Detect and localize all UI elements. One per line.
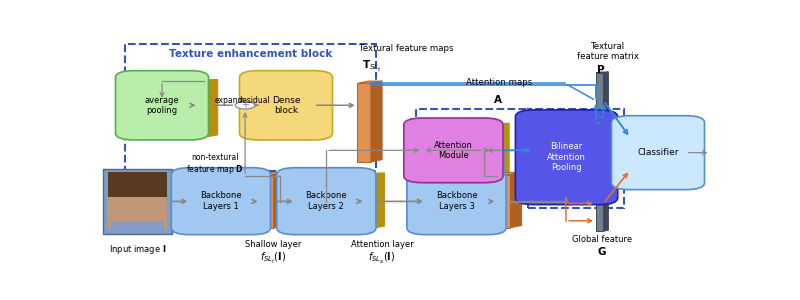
- FancyBboxPatch shape: [277, 168, 376, 235]
- Polygon shape: [603, 72, 609, 128]
- Polygon shape: [490, 123, 510, 125]
- Text: $\mathbf{P}$: $\mathbf{P}$: [596, 63, 606, 75]
- FancyBboxPatch shape: [239, 71, 333, 140]
- FancyBboxPatch shape: [111, 221, 164, 232]
- Polygon shape: [501, 123, 510, 176]
- Text: Backbone
Layers 1: Backbone Layers 1: [200, 191, 242, 211]
- Text: Backbone
Layers 2: Backbone Layers 2: [306, 191, 347, 211]
- Polygon shape: [365, 173, 385, 175]
- Text: Attention
Module: Attention Module: [434, 141, 473, 160]
- Text: Textural feature maps: Textural feature maps: [359, 44, 454, 53]
- Polygon shape: [603, 175, 609, 231]
- Polygon shape: [596, 175, 609, 176]
- Text: $f_{SL_t}(\mathbf{I})$: $f_{SL_t}(\mathbf{I})$: [261, 251, 286, 266]
- Polygon shape: [596, 72, 609, 73]
- Text: Attention layer: Attention layer: [350, 240, 414, 249]
- Text: $\mathbf{G}$: $\mathbf{G}$: [598, 245, 607, 257]
- Text: Backbone
Layers 3: Backbone Layers 3: [436, 191, 478, 211]
- Polygon shape: [274, 172, 285, 228]
- Text: residual: residual: [239, 96, 270, 105]
- Text: $f_{SL_a}(\mathbf{I})$: $f_{SL_a}(\mathbf{I})$: [369, 251, 396, 266]
- Polygon shape: [510, 172, 522, 228]
- Polygon shape: [198, 80, 218, 81]
- Text: expand: expand: [214, 96, 243, 105]
- Text: $\mathbf{T}_{SL_t}$: $\mathbf{T}_{SL_t}$: [362, 59, 382, 74]
- FancyBboxPatch shape: [404, 118, 503, 183]
- Text: Global feature: Global feature: [572, 235, 632, 244]
- Polygon shape: [209, 80, 218, 136]
- Polygon shape: [371, 81, 382, 162]
- FancyBboxPatch shape: [103, 169, 172, 234]
- Text: +: +: [241, 100, 249, 110]
- Polygon shape: [358, 81, 382, 83]
- Text: Textural
feature matrix: Textural feature matrix: [578, 42, 639, 61]
- Polygon shape: [198, 81, 209, 136]
- Text: Dense
block: Dense block: [272, 96, 300, 115]
- Polygon shape: [376, 173, 385, 228]
- Polygon shape: [596, 176, 603, 231]
- Polygon shape: [497, 172, 522, 175]
- FancyBboxPatch shape: [108, 194, 167, 229]
- FancyBboxPatch shape: [115, 71, 209, 140]
- Text: Attention maps: Attention maps: [466, 78, 532, 87]
- Polygon shape: [596, 73, 603, 128]
- Polygon shape: [358, 83, 371, 162]
- Text: Input image $\mathbf{I}$: Input image $\mathbf{I}$: [109, 243, 166, 256]
- Text: average
pooling: average pooling: [145, 96, 179, 115]
- Text: Bilinear
Attention
Pooling: Bilinear Attention Pooling: [547, 142, 586, 172]
- Text: Shallow layer: Shallow layer: [246, 240, 302, 249]
- FancyBboxPatch shape: [108, 172, 167, 197]
- Text: $\mathbf{A}$: $\mathbf{A}$: [493, 93, 503, 105]
- Text: non-textural
feature map $\mathbf{D}$: non-textural feature map $\mathbf{D}$: [186, 153, 243, 176]
- FancyBboxPatch shape: [611, 116, 705, 190]
- Polygon shape: [497, 175, 510, 228]
- FancyBboxPatch shape: [407, 168, 506, 235]
- Text: Texture enhancement block: Texture enhancement block: [169, 49, 332, 59]
- Polygon shape: [260, 172, 285, 175]
- Polygon shape: [490, 125, 501, 176]
- Polygon shape: [365, 175, 376, 228]
- Text: Classifier: Classifier: [638, 148, 678, 157]
- FancyBboxPatch shape: [171, 168, 270, 235]
- FancyBboxPatch shape: [515, 110, 618, 205]
- Polygon shape: [260, 175, 274, 228]
- Circle shape: [235, 102, 255, 109]
